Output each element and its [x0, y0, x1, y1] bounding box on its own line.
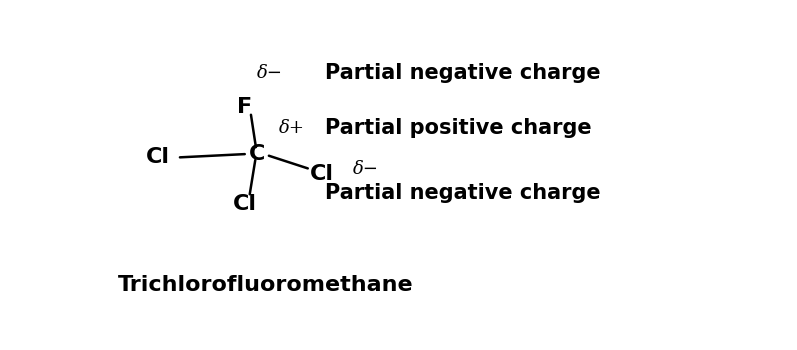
Text: δ−: δ− [353, 160, 379, 178]
Text: Cl: Cl [233, 194, 257, 214]
Text: δ+: δ+ [279, 119, 304, 137]
Text: Partial negative charge: Partial negative charge [325, 183, 601, 203]
Text: Cl: Cl [310, 164, 334, 184]
Text: Trichlorofluoromethane: Trichlorofluoromethane [118, 275, 414, 295]
Text: Cl: Cl [147, 147, 171, 167]
Text: δ−: δ− [257, 64, 283, 82]
Text: F: F [238, 97, 253, 117]
Text: C: C [249, 144, 265, 164]
Text: Partial positive charge: Partial positive charge [325, 118, 591, 138]
Text: Partial negative charge: Partial negative charge [325, 63, 601, 83]
